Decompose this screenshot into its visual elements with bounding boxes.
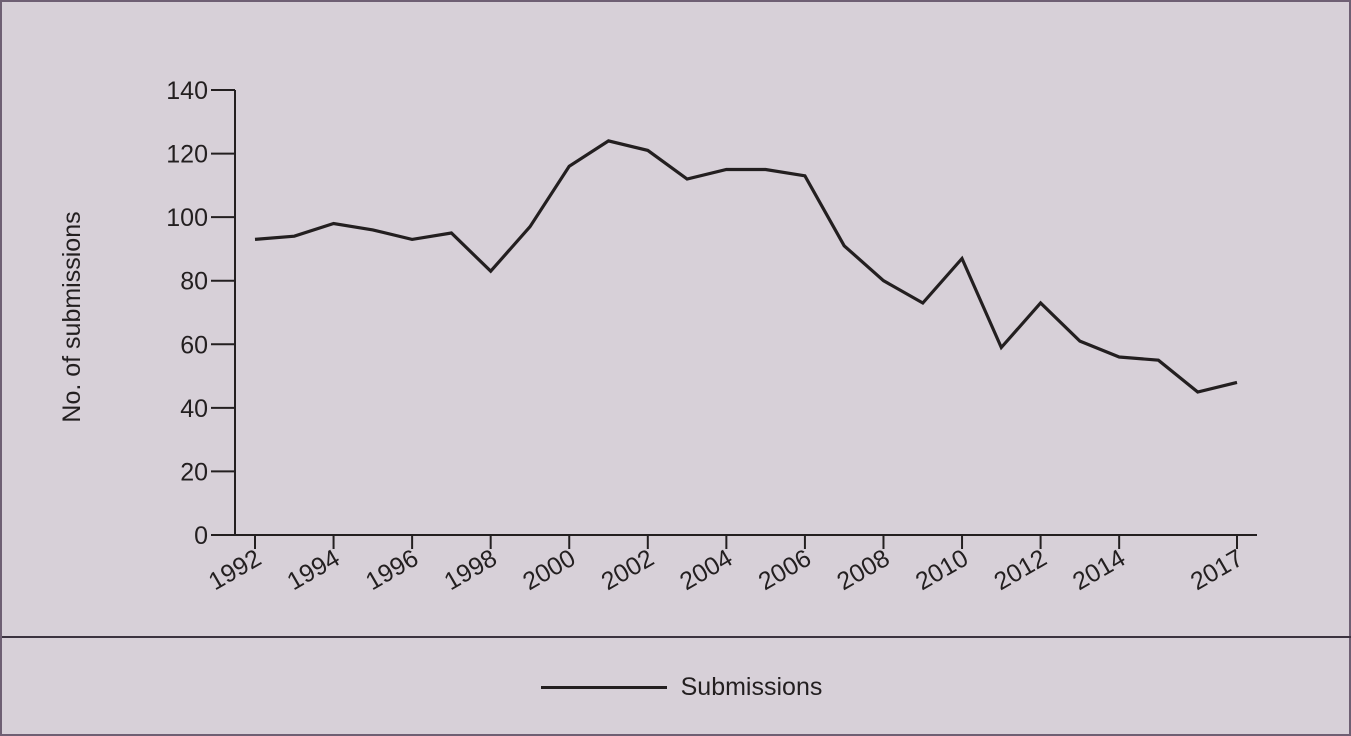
x-tick-label: 2012 xyxy=(989,544,1051,596)
series-layer xyxy=(254,139,1238,394)
x-tick-label: 2006 xyxy=(754,544,816,596)
line-chart: 0 20 40 60 80 100 120 140 1992 1994 1996 1998 2000 20… xyxy=(58,77,1257,596)
series-line-submissions xyxy=(254,139,1238,394)
x-tick-label: 2004 xyxy=(675,544,737,596)
y-axis-title: No. of submissions xyxy=(58,211,86,422)
x-tick-label: 1994 xyxy=(282,544,344,596)
y-tick-label: 80 xyxy=(180,268,208,296)
x-tick-label: 2008 xyxy=(832,544,894,596)
axes: 0 20 40 60 80 100 120 140 1992 1994 1996 1998 2000 20… xyxy=(166,77,1257,596)
legend: Submissions xyxy=(2,662,1351,712)
x-tick-label: 2017 xyxy=(1186,544,1248,596)
x-tick-label: 2014 xyxy=(1068,544,1130,596)
x-tick-label: 1992 xyxy=(204,544,266,596)
legend-divider xyxy=(2,636,1351,638)
y-tick-label: 140 xyxy=(166,77,208,105)
y-tick-label: 120 xyxy=(166,141,208,169)
y-tick-label: 60 xyxy=(180,331,208,359)
y-tick-label: 0 xyxy=(194,522,208,550)
legend-label-submissions: Submissions xyxy=(680,672,823,701)
x-tick-label: 2002 xyxy=(597,544,659,596)
y-tick-label: 100 xyxy=(166,204,208,232)
x-tick-label: 1998 xyxy=(440,544,502,596)
x-tick-label: 2000 xyxy=(518,544,580,596)
x-tick-label: 2010 xyxy=(911,544,973,596)
x-tick-label: 1996 xyxy=(361,544,423,596)
y-tick-label: 20 xyxy=(180,458,208,486)
y-tick-label: 40 xyxy=(180,395,208,423)
legend-swatch-submissions xyxy=(540,685,667,689)
